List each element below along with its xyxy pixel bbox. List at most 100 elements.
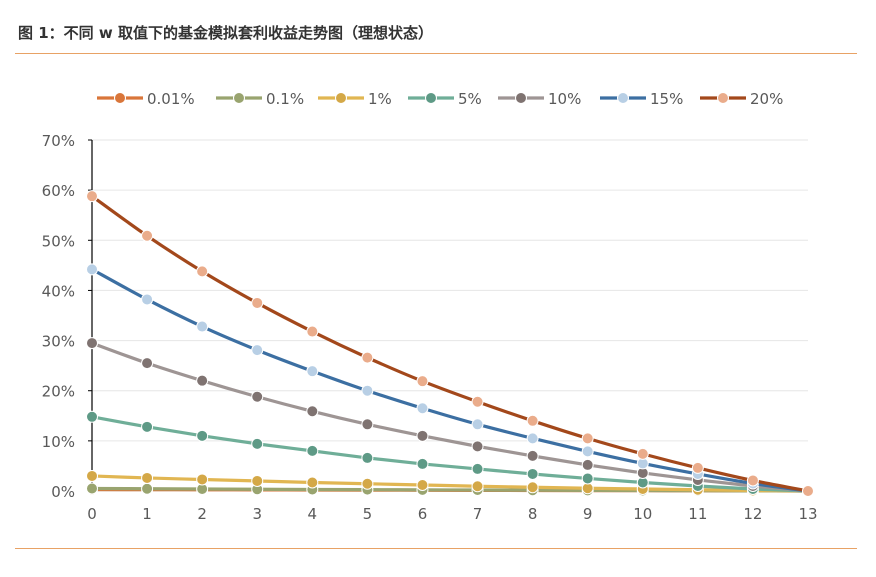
legend-swatch-marker	[335, 92, 347, 104]
data-point	[526, 432, 539, 445]
y-tick-label: 60%	[42, 182, 75, 200]
data-point	[306, 405, 319, 418]
legend-swatch-marker	[515, 92, 527, 104]
y-tick-label: 70%	[42, 132, 75, 150]
legend-item: 0.01%	[97, 90, 195, 108]
legend-swatch-marker	[717, 92, 729, 104]
figure-title: 图 1：不同 w 取值下的基金模拟套利收益走势图（理想状态）	[18, 24, 433, 42]
legend-label: 1%	[368, 90, 392, 108]
data-point	[306, 365, 319, 378]
x-tick-label: 7	[473, 505, 483, 523]
data-point	[416, 457, 429, 470]
data-point	[86, 263, 98, 276]
data-point	[196, 320, 209, 333]
bottom-divider	[15, 548, 857, 549]
legend: 0.01% 0.1% 1% 5% 10% 15% 20%	[97, 90, 783, 108]
legend-label: 0.01%	[147, 90, 195, 108]
data-point	[306, 444, 319, 457]
data-point	[581, 432, 594, 445]
data-point	[141, 229, 154, 242]
y-tick-label: 50%	[42, 232, 75, 250]
x-tick-label: 5	[363, 505, 373, 523]
data-point	[746, 474, 759, 487]
x-axis-tick-labels: 0 1 2 3 4 5 6 7 8 9 10 11 12 13	[87, 505, 817, 523]
data-point	[196, 473, 209, 486]
data-point	[416, 478, 429, 491]
data-point	[361, 418, 374, 431]
data-point	[86, 410, 98, 423]
grid-lines	[92, 139, 808, 442]
data-point	[141, 420, 154, 433]
legend-label: 0.1%	[266, 90, 304, 108]
data-point	[416, 375, 429, 388]
data-point	[86, 337, 98, 350]
data-point	[141, 357, 154, 370]
legend-item: 20%	[700, 90, 783, 108]
legend-item: 10%	[498, 90, 581, 108]
data-point	[691, 461, 704, 474]
data-point	[526, 414, 539, 427]
x-tick-label: 10	[633, 505, 652, 523]
legend-swatch-marker	[233, 92, 245, 104]
y-tick-label: 30%	[42, 333, 75, 351]
data-point	[581, 472, 594, 485]
y-tick-label: 40%	[42, 282, 75, 300]
legend-swatch-marker	[114, 92, 126, 104]
x-tick-label: 12	[743, 505, 762, 523]
data-point	[251, 344, 264, 357]
data-point	[471, 480, 484, 493]
legend-item: 0.1%	[216, 90, 304, 108]
x-tick-label: 2	[197, 505, 207, 523]
y-tick-label: 10%	[42, 433, 75, 451]
data-point	[306, 325, 319, 338]
data-point	[636, 447, 649, 460]
x-tick-label: 8	[528, 505, 538, 523]
data-point	[361, 477, 374, 490]
data-point	[361, 451, 374, 464]
y-tick-label: 0%	[51, 483, 75, 501]
data-point	[526, 449, 539, 462]
x-tick-label: 13	[798, 505, 817, 523]
legend-label: 15%	[650, 90, 683, 108]
data-point	[86, 469, 98, 482]
legend-item: 1%	[318, 90, 392, 108]
x-tick-label: 9	[583, 505, 593, 523]
series-20%	[86, 190, 814, 497]
data-point	[86, 482, 98, 495]
legend-label: 10%	[548, 90, 581, 108]
data-point	[802, 485, 814, 497]
data-point	[361, 384, 374, 397]
data-point	[196, 374, 209, 387]
data-point	[251, 474, 264, 487]
data-point	[471, 462, 484, 475]
x-tick-label: 11	[688, 505, 707, 523]
x-tick-label: 6	[418, 505, 428, 523]
legend-swatch-marker	[425, 92, 437, 104]
x-tick-label: 1	[142, 505, 152, 523]
data-point	[251, 390, 264, 403]
data-point	[471, 395, 484, 408]
data-point	[196, 265, 209, 278]
x-tick-label: 3	[252, 505, 262, 523]
data-point	[471, 440, 484, 453]
legend-item: 15%	[600, 90, 683, 108]
x-tick-label: 0	[87, 505, 97, 523]
data-point	[141, 471, 154, 484]
data-point	[86, 190, 98, 203]
legend-swatch-marker	[617, 92, 629, 104]
data-point	[416, 429, 429, 442]
legend-label: 20%	[750, 90, 783, 108]
data-point	[196, 429, 209, 442]
data-point	[306, 476, 319, 489]
series-lines	[86, 190, 814, 497]
data-point	[526, 467, 539, 480]
y-axis-tick-labels: 0% 10% 20% 30% 40% 50% 60% 70%	[42, 132, 75, 501]
data-point	[581, 445, 594, 458]
x-tick-label: 4	[308, 505, 318, 523]
legend-item: 5%	[408, 90, 482, 108]
data-point	[471, 418, 484, 431]
data-point	[416, 402, 429, 415]
data-point	[581, 458, 594, 471]
data-point	[526, 481, 539, 494]
series-5%	[86, 410, 814, 497]
